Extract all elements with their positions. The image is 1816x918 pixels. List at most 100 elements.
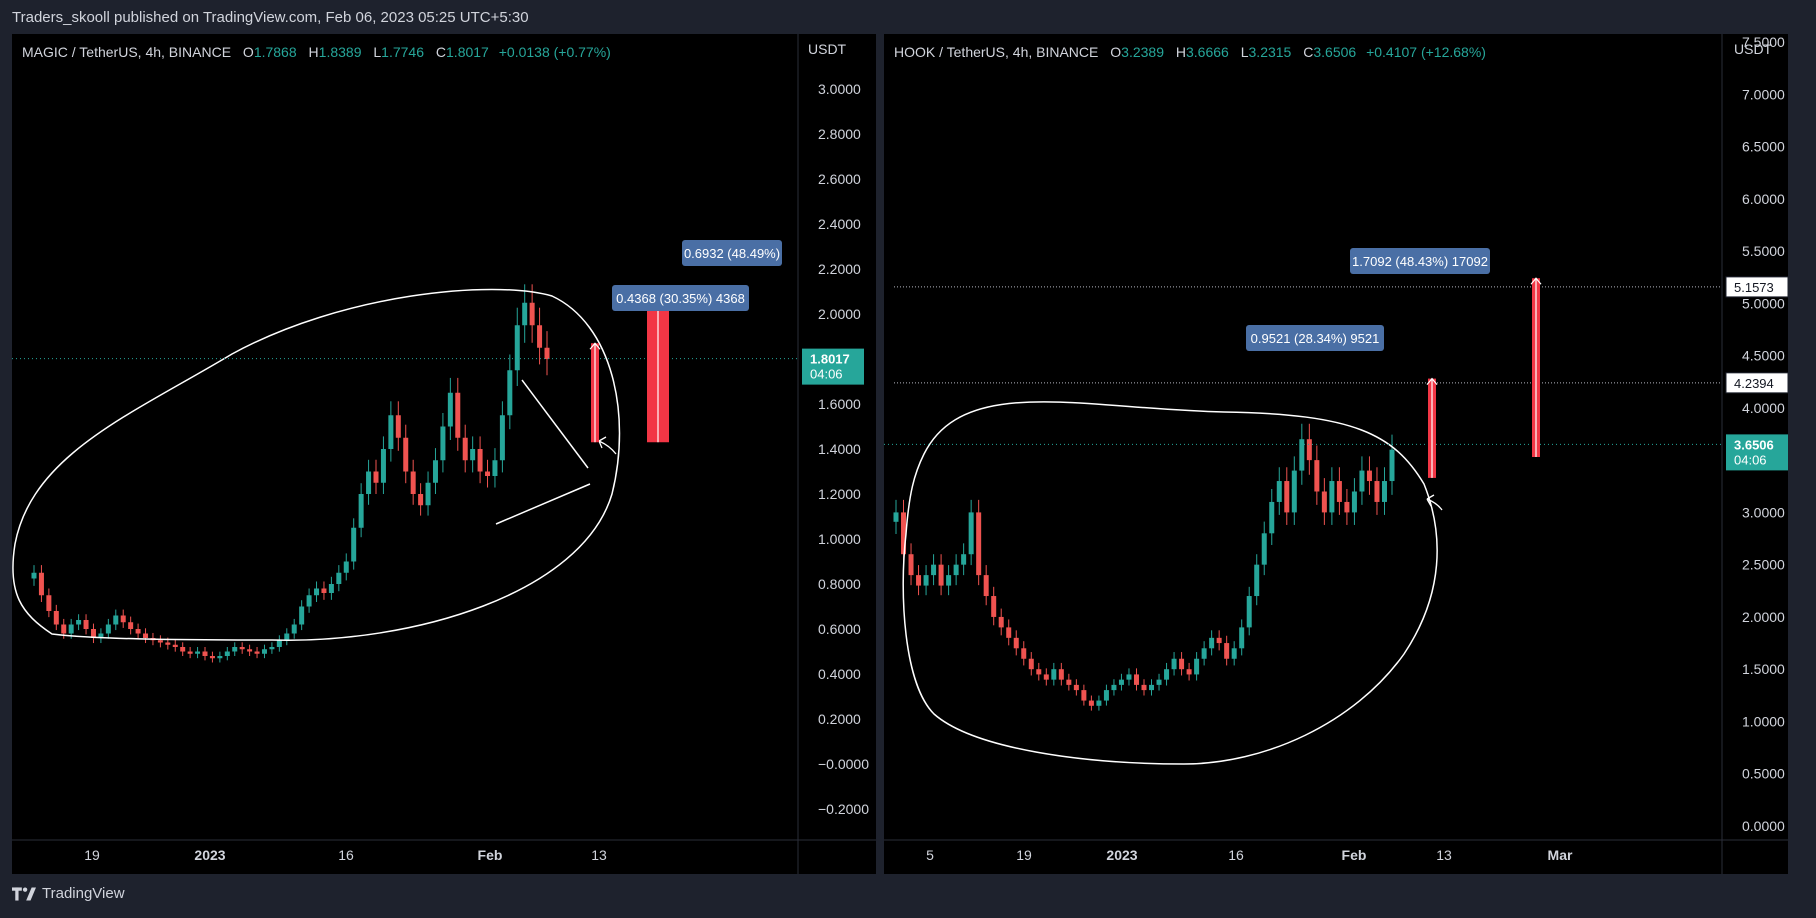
candle-body (946, 575, 952, 586)
candle-body (254, 651, 260, 654)
measure-label-box (1246, 325, 1384, 351)
candle-body (1374, 481, 1380, 502)
candle-body (1381, 481, 1387, 502)
candle-body (998, 616, 1004, 628)
measure-label: 0.6932 (48.49%) (684, 246, 780, 261)
time-tick-label: 16 (338, 847, 354, 863)
chart-panel-magic[interactable]: 0.6932 (48.49%) 0.4368 (30.35%) 4368 3.00… (12, 34, 876, 874)
chart-panel-hook[interactable]: 1.7092 (48.43%) 17092 0.9521 (28.34%) 952… (884, 34, 1788, 874)
price-tick-label: 1.0000 (818, 531, 861, 547)
drawn-ellipse (12, 288, 621, 641)
candle-body (1111, 684, 1117, 691)
symbol-name[interactable]: MAGIC / TetherUS, 4h, BINANCE (22, 44, 232, 60)
candle-body (961, 554, 967, 565)
candle-body (1066, 679, 1072, 685)
measure-arrow-head-icon (1530, 277, 1542, 285)
candle-series (893, 423, 1395, 711)
candle-body (373, 471, 379, 483)
price-tick-label: 0.6000 (818, 621, 861, 637)
candle-body (544, 347, 550, 359)
price-tick-label: 1.2000 (818, 486, 861, 502)
price-tick-label: 2.0000 (818, 306, 861, 322)
candle-body (1149, 684, 1155, 691)
candle-body (462, 437, 468, 461)
candle-body (1133, 674, 1139, 685)
price-tick-label: 1.4000 (818, 441, 861, 457)
candle-body (447, 392, 453, 427)
time-scale-labels: 19 2023 16 Feb 13 (84, 847, 607, 863)
candle-body (514, 325, 520, 371)
candle-body (938, 564, 944, 586)
candle-body (328, 584, 334, 593)
candle-body (261, 649, 267, 654)
candle-body (1103, 690, 1109, 701)
time-scale-labels: 5 19 2023 16 Feb 13 Mar (926, 847, 1573, 863)
candle-body (1021, 648, 1027, 659)
symbol-name[interactable]: HOOK / TetherUS, 4h, BINANCE (894, 44, 1099, 60)
time-tick-label: 2023 (194, 847, 225, 863)
drawn-arrow-icon (1426, 494, 1443, 511)
price-tick-label: 2.2000 (818, 261, 861, 277)
measure-label-box (682, 240, 782, 266)
ohlc-low: 3.2315 (1248, 44, 1292, 60)
candle-body (1141, 684, 1147, 691)
candle-body (172, 644, 178, 647)
candle-body (224, 651, 230, 656)
magic-chart-canvas[interactable]: 0.6932 (48.49%) 0.4368 (30.35%) 4368 3.00… (12, 34, 876, 874)
candle-body (931, 564, 937, 576)
footer-brand[interactable]: TradingView (12, 885, 125, 902)
ohlc-low-key: L (1240, 44, 1249, 60)
candle-body (499, 415, 505, 461)
price-tick-label: 1.5000 (1742, 661, 1785, 677)
footer-brand-label: TradingView (42, 885, 125, 902)
candle-body (1306, 439, 1312, 461)
candle-body (1118, 679, 1124, 685)
hook-chart-canvas[interactable]: 1.7092 (48.43%) 17092 0.9521 (28.34%) 952… (884, 34, 1788, 874)
ohlc-open-key: O (242, 44, 254, 60)
ohlc-close: 1.8017 (446, 44, 489, 60)
candle-body (1299, 439, 1305, 471)
candle-body (105, 624, 111, 634)
price-tick-label: 2.4000 (818, 216, 861, 232)
candle-body (537, 325, 543, 348)
ohlc-high: 3.6666 (1186, 44, 1229, 60)
symbol-legend[interactable]: MAGIC / TetherUS, 4h, BINANCE O1.7868 H1… (22, 44, 611, 60)
candle-body (1058, 669, 1064, 680)
candle-body (38, 572, 44, 596)
price-tick-label: 0.8000 (818, 576, 861, 592)
candle-body (1006, 627, 1012, 638)
candle-body (1088, 700, 1094, 706)
candle-body (923, 575, 929, 586)
candle-body (1126, 674, 1132, 680)
candle-body (388, 415, 394, 449)
time-tick-label: Feb (478, 847, 503, 863)
price-tick-label: −0.0000 (818, 756, 869, 772)
measure-tools[interactable]: 0.6932 (48.49%) 0.4368 (30.35%) 4368 (589, 240, 782, 443)
price-tick-label: 1.0000 (1742, 713, 1785, 729)
price-tick-label: 0.4000 (818, 666, 861, 682)
symbol-legend[interactable]: HOOK / TetherUS, 4h, BINANCE O3.2389 H3.… (894, 44, 1486, 60)
price-tick-label: 6.5000 (1742, 139, 1785, 155)
candle-body (61, 624, 67, 634)
measure-tools[interactable]: 1.7092 (48.43%) 17092 0.9521 (28.34%) 952… (1246, 248, 1542, 478)
price-tick-label: 3.0000 (1742, 504, 1785, 520)
candle-body (68, 624, 74, 634)
ohlc-close: 3.6506 (1313, 44, 1357, 60)
candle-body (1179, 658, 1185, 670)
candle-body (477, 449, 483, 472)
candle-body (403, 437, 409, 472)
ohlc-high-key: H (1175, 44, 1186, 60)
candle-body (217, 656, 223, 659)
time-tick-label: 16 (1228, 847, 1244, 863)
price-tick-label: 1.6000 (818, 396, 861, 412)
candle-body (470, 449, 476, 461)
candle-body (380, 449, 386, 483)
candle-body (76, 620, 82, 625)
current-price-value: 1.8017 (810, 352, 850, 367)
candle-body (83, 620, 89, 629)
price-tick-label: 7.0000 (1742, 86, 1785, 102)
candle-body (1389, 449, 1395, 482)
candle-body (983, 575, 989, 597)
drawn-ellipse (902, 401, 1438, 765)
